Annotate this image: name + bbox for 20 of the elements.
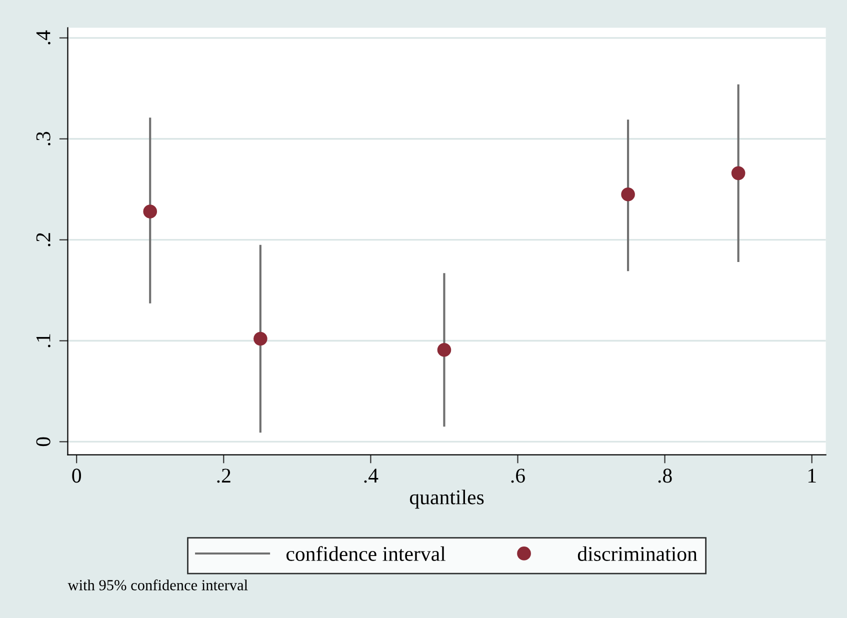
legend-label: confidence interval	[286, 546, 446, 561]
y-tick-label: .4	[36, 30, 50, 44]
x-tick-label: 1	[808, 468, 816, 482]
point	[621, 187, 635, 202]
x-axis-title: quantiles	[410, 490, 484, 509]
x-tick-label: 0	[72, 468, 81, 483]
y-tick-label: .3	[36, 132, 50, 146]
x-tick-label: .2	[217, 468, 230, 483]
point	[731, 166, 746, 180]
x-tick-label: .4	[364, 468, 378, 483]
x-tick-label: .8	[658, 468, 672, 483]
x-tick-label: .6	[511, 468, 525, 483]
point	[253, 332, 268, 346]
text: with 95% confidence interval	[68, 579, 248, 590]
point	[437, 342, 452, 357]
y-tick-label: 0	[36, 437, 50, 446]
point	[143, 204, 158, 218]
y-tick-label: .1	[36, 334, 50, 348]
y-tick-label: .2	[36, 233, 50, 246]
legend-label: discrimination	[578, 546, 698, 561]
